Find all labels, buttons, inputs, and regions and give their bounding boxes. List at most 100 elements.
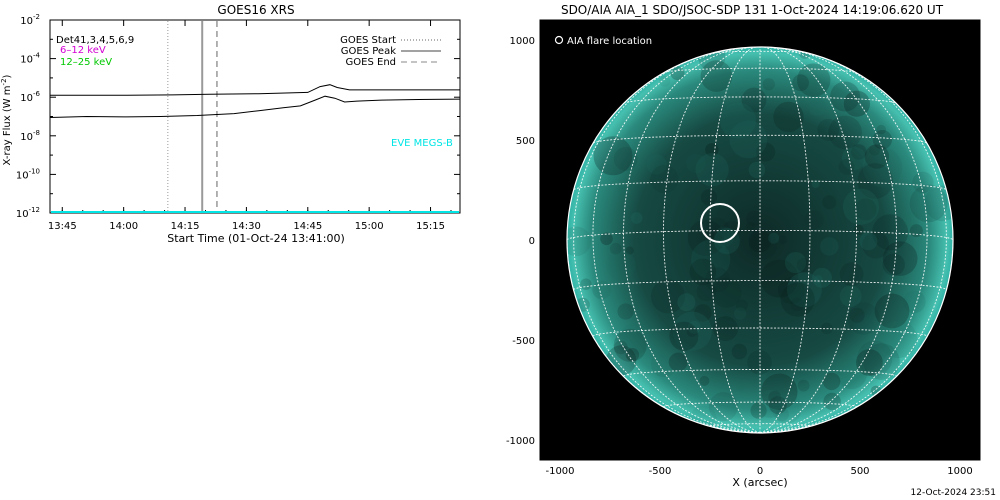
grid-parallel xyxy=(711,50,809,54)
disk-texture-blob xyxy=(859,232,878,251)
disk-texture-blob xyxy=(747,350,772,375)
grid-meridian xyxy=(759,47,811,433)
disk-texture-blob xyxy=(705,143,719,157)
goes-y-tick-label: 10-6 xyxy=(20,90,40,104)
disk-texture-blob xyxy=(746,210,762,227)
grid-parallel xyxy=(623,96,897,104)
disk-texture-blob xyxy=(768,232,780,244)
grid-parallel xyxy=(567,229,953,241)
disk-texture-blob xyxy=(670,66,685,81)
disk-texture-blob xyxy=(882,241,918,276)
disk-texture-blob xyxy=(625,348,640,362)
disk-texture-blob xyxy=(775,407,789,422)
goes-event-lines xyxy=(167,21,218,212)
goes-x-tick-label: 14:00 xyxy=(109,221,138,232)
goes-y-tick-label: 10-4 xyxy=(20,52,40,66)
disk-texture-blob xyxy=(854,198,877,221)
disk-texture-blob xyxy=(771,393,802,424)
goes-x-tick-label: 15:00 xyxy=(355,221,384,232)
aia-y-axis: -1000 -500 0 500 1000 xyxy=(506,36,546,447)
grid-parallel xyxy=(623,369,897,377)
disk-texture-blob xyxy=(750,402,767,419)
disk-texture-blob xyxy=(828,115,862,150)
goes-legend: GOES Start GOES Peak GOES End xyxy=(340,35,441,68)
goes-x-tick-label: 13:45 xyxy=(48,221,77,232)
disk-texture-blob xyxy=(811,180,820,188)
disk-texture-blob xyxy=(722,220,741,240)
disk-texture-blob xyxy=(729,120,768,159)
aia-x-axis-label: X (arcsec) xyxy=(732,476,787,489)
disk-texture-blob xyxy=(762,78,775,91)
disk-texture-blob xyxy=(778,277,805,304)
disk-texture-blob xyxy=(836,358,867,390)
disk-texture-blob xyxy=(580,278,592,290)
disk-texture-blob xyxy=(874,293,910,329)
disk-texture-blob xyxy=(659,75,671,87)
disk-texture-blob xyxy=(796,258,811,273)
disk-texture-blob xyxy=(677,293,696,312)
disk-texture-blob xyxy=(786,272,822,308)
aia-x-tick-label: 1000 xyxy=(947,466,972,477)
disk-texture-blob xyxy=(857,163,893,199)
sun-limb xyxy=(566,46,954,434)
flare-location-marker xyxy=(700,203,740,243)
goes-x-axis-label: Start Time (01-Oct-24 13:41:00) xyxy=(167,232,345,245)
energy-band-6-12: 6–12 keV xyxy=(60,45,106,56)
disk-texture-blob xyxy=(872,130,893,150)
disk-texture-blob xyxy=(864,144,890,169)
disk-texture-blob xyxy=(903,290,926,314)
disk-texture-blob xyxy=(592,280,612,300)
disk-texture-blob xyxy=(748,161,766,179)
goes-x-tick-label: 14:45 xyxy=(293,221,322,232)
goes-y-axis-label: X-ray Flux (W m-2) xyxy=(0,74,13,165)
disk-texture-blob xyxy=(756,369,767,380)
disk-texture-blob xyxy=(606,250,636,281)
disk-texture-blob xyxy=(822,195,837,210)
disk-texture-blob xyxy=(567,226,592,257)
disk-texture-blob xyxy=(766,372,785,392)
disk-texture-blob xyxy=(812,267,832,288)
disk-texture-blob xyxy=(720,102,756,139)
goes-y-axis: 10-2 10-4 10-6 10-8 10-10 10-12 xyxy=(16,13,460,220)
grid-meridian xyxy=(759,50,947,433)
disk-texture-blob xyxy=(842,188,880,225)
disk-texture-blob xyxy=(646,154,667,175)
disk-texture-blob xyxy=(669,321,699,351)
disk-texture-blob xyxy=(876,124,886,135)
aia-x-axis: -1000 -500 0 500 1000 xyxy=(545,454,973,477)
disk-texture-blob xyxy=(613,328,647,362)
legend-goes-end: GOES End xyxy=(346,57,396,68)
disk-texture-blob xyxy=(736,299,748,312)
aia-x-tick-label: -500 xyxy=(649,466,672,477)
aia-y-tick-label: 500 xyxy=(516,136,535,147)
grid-parallel xyxy=(663,67,857,74)
disk-texture-blob xyxy=(862,147,903,188)
disk-texture-blob xyxy=(808,98,826,116)
aia-x-tick-label: -1000 xyxy=(545,466,574,477)
disk-texture-blob xyxy=(839,285,862,308)
disk-texture-blob xyxy=(686,153,706,174)
disk-texture-blob xyxy=(699,375,710,386)
disk-texture-blob xyxy=(748,229,771,253)
flare-legend-marker-icon xyxy=(554,35,564,45)
disk-texture-blob xyxy=(687,219,725,256)
disk-texture-blob xyxy=(862,231,890,259)
disk-texture-blob xyxy=(668,352,688,372)
grid-meridian xyxy=(663,47,761,433)
grid-parallel xyxy=(573,280,947,291)
aia-y-tick-label: 1000 xyxy=(510,36,535,47)
disk-texture-blob xyxy=(630,212,643,224)
disk-texture-blob xyxy=(761,373,798,410)
footer-timestamp: 12-Oct-2024 23:51 xyxy=(911,488,996,498)
disk-texture-blob xyxy=(708,392,738,422)
disk-texture-blob xyxy=(700,189,718,206)
disk-texture-blob xyxy=(689,258,717,286)
legend-goes-start: GOES Start xyxy=(340,35,396,46)
disk-texture-blob xyxy=(746,221,755,231)
disk-texture-blob xyxy=(817,118,840,141)
disk-texture-blob xyxy=(794,364,813,383)
disk-texture-blob xyxy=(695,153,729,187)
grid-meridian xyxy=(709,47,761,433)
goes-series-line-1 xyxy=(49,95,461,118)
disk-texture-blob xyxy=(804,210,824,230)
